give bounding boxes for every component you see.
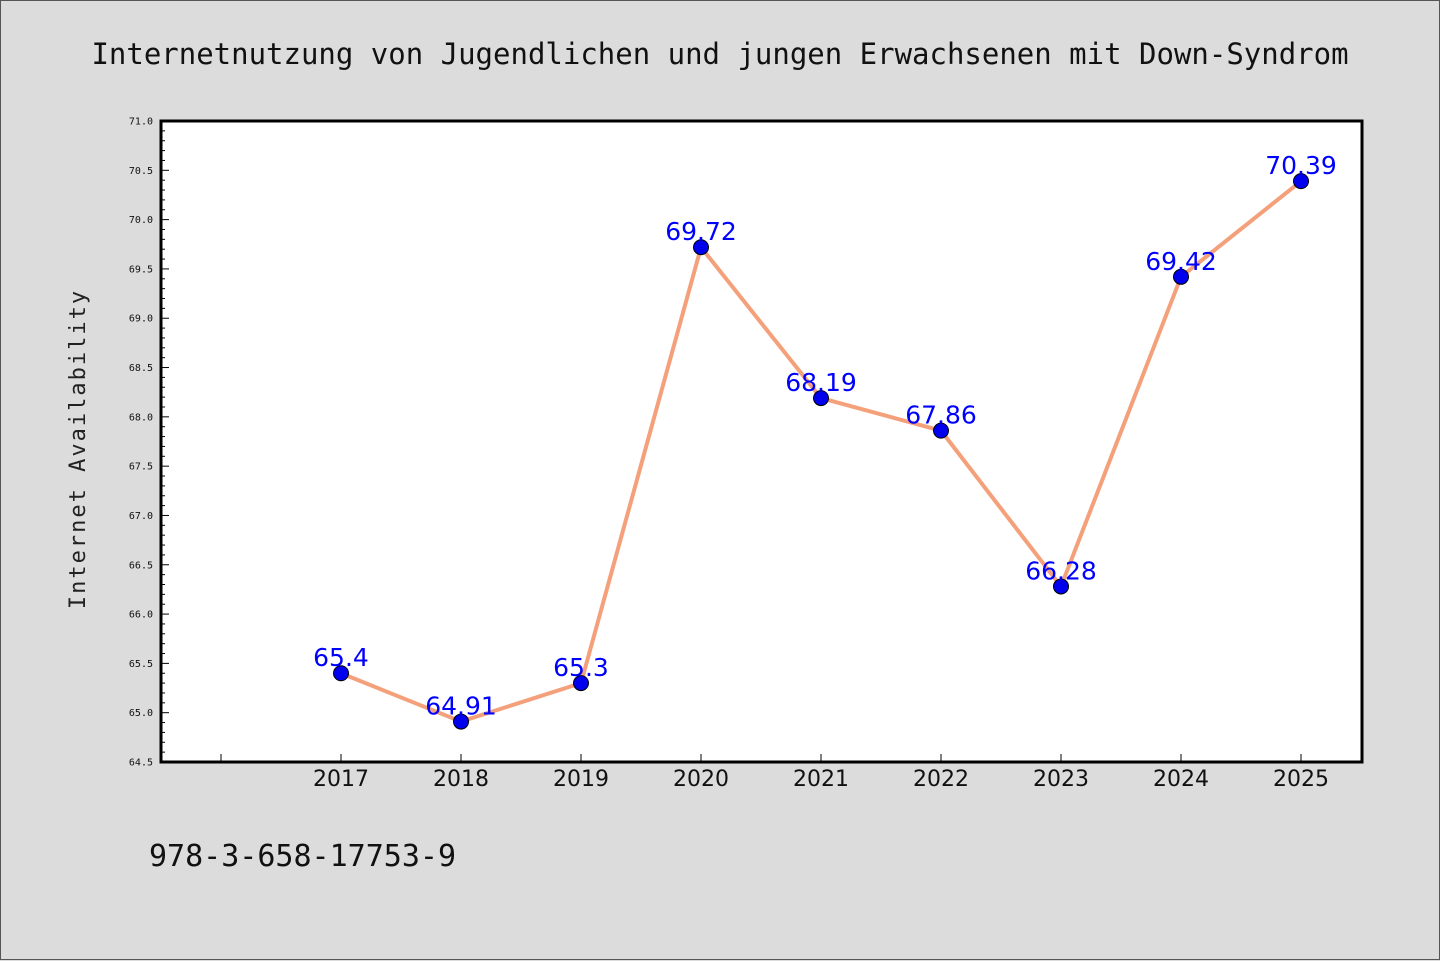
y-tick-label: 65.0	[129, 708, 153, 719]
data-point	[333, 665, 349, 682]
data-labels-group: 65.4 64.91 65.3 69.72 68.19 67.86 66.28 69.42 70…	[313, 151, 1337, 720]
data-point	[453, 713, 469, 730]
x-tick-label: 2019	[553, 767, 609, 792]
x-tick-label: 2018	[433, 767, 489, 792]
chart-title: Internetnutzung von Jugendlichen und jun…	[91, 37, 1348, 71]
y-tick-label: 70.0	[129, 215, 153, 226]
isbn-text: 978-3-658-17753-9	[149, 839, 456, 874]
data-label: 65.4	[313, 643, 369, 672]
x-tick-label: 2022	[913, 767, 969, 792]
y-tick-label: 66.0	[129, 610, 153, 621]
x-tick-label: 2025	[1273, 767, 1329, 792]
y-tick-label: 67.0	[129, 511, 153, 522]
data-point	[573, 675, 589, 692]
data-label: 70.39	[1265, 151, 1337, 180]
data-label: 67.86	[905, 401, 977, 430]
y-tick-label: 65.5	[129, 659, 153, 670]
data-point	[813, 390, 829, 407]
x-tick-label: 2017	[313, 767, 369, 792]
y-axis-label: Internet Availability	[66, 289, 91, 609]
y-axis: 64.5 65.0 65.5 66.0 66.5 67.0 67.5 68.0 68.5 69.0…	[129, 117, 169, 769]
x-tick-label: 2024	[1153, 767, 1209, 792]
data-label: 66.28	[1025, 556, 1097, 585]
data-label: 65.3	[553, 653, 609, 682]
data-label: 68.19	[785, 368, 857, 397]
y-tick-label: 71.0	[129, 117, 153, 128]
y-tick-label: 68.5	[129, 363, 153, 374]
x-axis: 2017 2018 2019 2020 2021 2022 2023 2024 2025	[220, 754, 1329, 792]
y-tick-label: 69.0	[129, 314, 153, 325]
y-tick-label: 64.5	[129, 758, 153, 769]
data-point	[693, 239, 709, 256]
data-point	[1053, 578, 1069, 595]
y-tick-label: 68.0	[129, 412, 153, 423]
data-label: 69.42	[1145, 247, 1217, 276]
y-tick-label: 69.5	[129, 264, 153, 275]
y-tick-label: 70.5	[129, 166, 153, 177]
data-label: 64.91	[425, 692, 497, 721]
x-tick-label: 2023	[1033, 767, 1089, 792]
data-label: 69.72	[665, 217, 737, 246]
y-tick-label: 67.5	[129, 462, 153, 473]
x-tick-label: 2021	[793, 767, 849, 792]
data-point	[1293, 173, 1309, 190]
data-point	[1173, 268, 1189, 285]
y-tick-label: 66.5	[129, 560, 153, 571]
x-tick-label: 2020	[673, 767, 729, 792]
plot-area	[159, 119, 1364, 764]
markers-group	[333, 173, 1309, 730]
data-point	[933, 422, 949, 439]
